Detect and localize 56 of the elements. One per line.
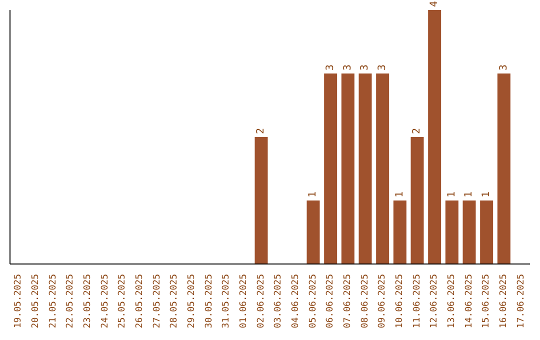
bar [376, 74, 390, 264]
x-tick-label: 31.05.2025 [222, 274, 232, 328]
x-tick-label: 07.06.2025 [343, 274, 353, 328]
x-tick-label: 30.05.2025 [204, 274, 214, 328]
data-label: 1 [308, 191, 319, 198]
x-tick-label: 01.06.2025 [239, 274, 249, 328]
data-label: 3 [342, 64, 354, 70]
x-tick-label: 06.06.2025 [326, 274, 336, 328]
data-label: 3 [360, 64, 371, 70]
x-tick-label: 02.06.2025 [256, 274, 266, 328]
data-label: 3 [498, 64, 510, 70]
data-label: 3 [377, 64, 388, 70]
x-tick-label: 28.05.2025 [170, 274, 180, 328]
bar [445, 200, 458, 264]
x-tick-label: 23.05.2025 [83, 274, 93, 328]
x-tick-label: 14.06.2025 [464, 274, 474, 328]
bar [428, 10, 442, 264]
x-tick-label: 09.06.2025 [378, 274, 388, 328]
x-tick-label: 04.06.2025 [291, 274, 301, 328]
bar [358, 74, 372, 264]
x-tick-label: 13.06.2025 [447, 274, 457, 328]
x-tick-label: 08.06.2025 [360, 274, 370, 328]
bar [254, 137, 268, 264]
x-tick-label: 27.05.2025 [152, 274, 162, 328]
x-tick-label: 24.05.2025 [100, 274, 110, 328]
bar [341, 74, 354, 264]
x-tick-label: 11.06.2025 [412, 274, 422, 328]
bar [393, 200, 406, 264]
bar [497, 74, 510, 264]
x-tick-label: 15.06.2025 [482, 274, 492, 328]
x-tick-label: 19.05.2025 [14, 274, 24, 328]
bar [462, 200, 476, 264]
data-label: 1 [446, 191, 458, 198]
x-tick-label: 22.05.2025 [66, 274, 76, 328]
x-tick-label: 25.05.2025 [118, 274, 128, 328]
x-tick-label: 26.05.2025 [135, 274, 145, 328]
data-label: 1 [481, 191, 492, 198]
x-tick-label: 29.05.2025 [187, 274, 197, 328]
data-label: 4 [429, 0, 440, 7]
bar [306, 200, 320, 264]
data-label: 1 [394, 191, 406, 198]
data-label: 3 [325, 64, 336, 70]
x-tick-label: 16.06.2025 [499, 274, 509, 328]
data-label: 2 [256, 128, 267, 134]
bar [480, 200, 494, 264]
x-tick-label: 05.06.2025 [308, 274, 318, 328]
data-label: 2 [412, 128, 423, 134]
x-tick-label: 21.05.2025 [48, 274, 58, 328]
bar [324, 74, 338, 264]
x-tick-label: 12.06.2025 [430, 274, 440, 328]
x-tick-label: 10.06.2025 [395, 274, 405, 328]
bar [410, 137, 424, 264]
x-tick-label: 03.06.2025 [274, 274, 284, 328]
x-tick-label: 17.06.2025 [516, 274, 526, 328]
data-label: 1 [464, 191, 475, 198]
x-tick-label: 20.05.2025 [31, 274, 41, 328]
